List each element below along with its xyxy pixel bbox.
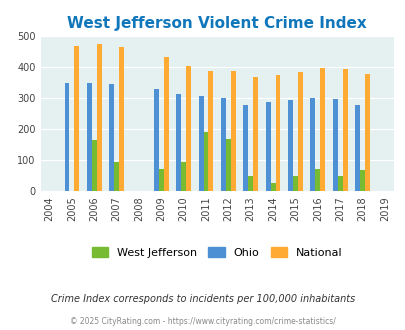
Bar	[315, 169, 320, 191]
Bar	[208, 71, 213, 191]
Bar	[87, 83, 92, 191]
Bar	[109, 84, 114, 191]
Bar	[332, 99, 337, 191]
Bar	[230, 71, 235, 191]
Bar	[265, 102, 270, 191]
Bar	[96, 44, 101, 191]
Bar	[176, 94, 181, 191]
Bar	[64, 83, 69, 191]
Legend: West Jefferson, Ohio, National: West Jefferson, Ohio, National	[88, 244, 345, 261]
Bar	[119, 47, 124, 191]
Bar	[248, 176, 253, 191]
Bar	[114, 162, 119, 191]
Bar	[320, 68, 324, 191]
Bar	[185, 66, 191, 191]
Bar	[292, 176, 297, 191]
Bar	[158, 169, 163, 191]
Bar	[92, 140, 96, 191]
Bar	[220, 98, 225, 191]
Text: © 2025 CityRating.com - https://www.cityrating.com/crime-statistics/: © 2025 CityRating.com - https://www.city…	[70, 317, 335, 326]
Bar	[270, 183, 275, 191]
Bar	[288, 100, 292, 191]
Bar	[359, 170, 364, 191]
Bar	[337, 176, 342, 191]
Bar	[74, 46, 79, 191]
Bar	[163, 57, 168, 191]
Text: Crime Index corresponds to incidents per 100,000 inhabitants: Crime Index corresponds to incidents per…	[51, 294, 354, 304]
Bar	[297, 72, 302, 191]
Title: West Jefferson Violent Crime Index: West Jefferson Violent Crime Index	[67, 16, 366, 31]
Bar	[225, 139, 230, 191]
Bar	[243, 105, 248, 191]
Bar	[153, 89, 158, 191]
Bar	[253, 77, 258, 191]
Bar	[203, 132, 208, 191]
Bar	[275, 75, 280, 191]
Bar	[310, 98, 315, 191]
Bar	[181, 162, 185, 191]
Bar	[342, 70, 347, 191]
Bar	[198, 96, 203, 191]
Bar	[354, 105, 359, 191]
Bar	[364, 74, 369, 191]
